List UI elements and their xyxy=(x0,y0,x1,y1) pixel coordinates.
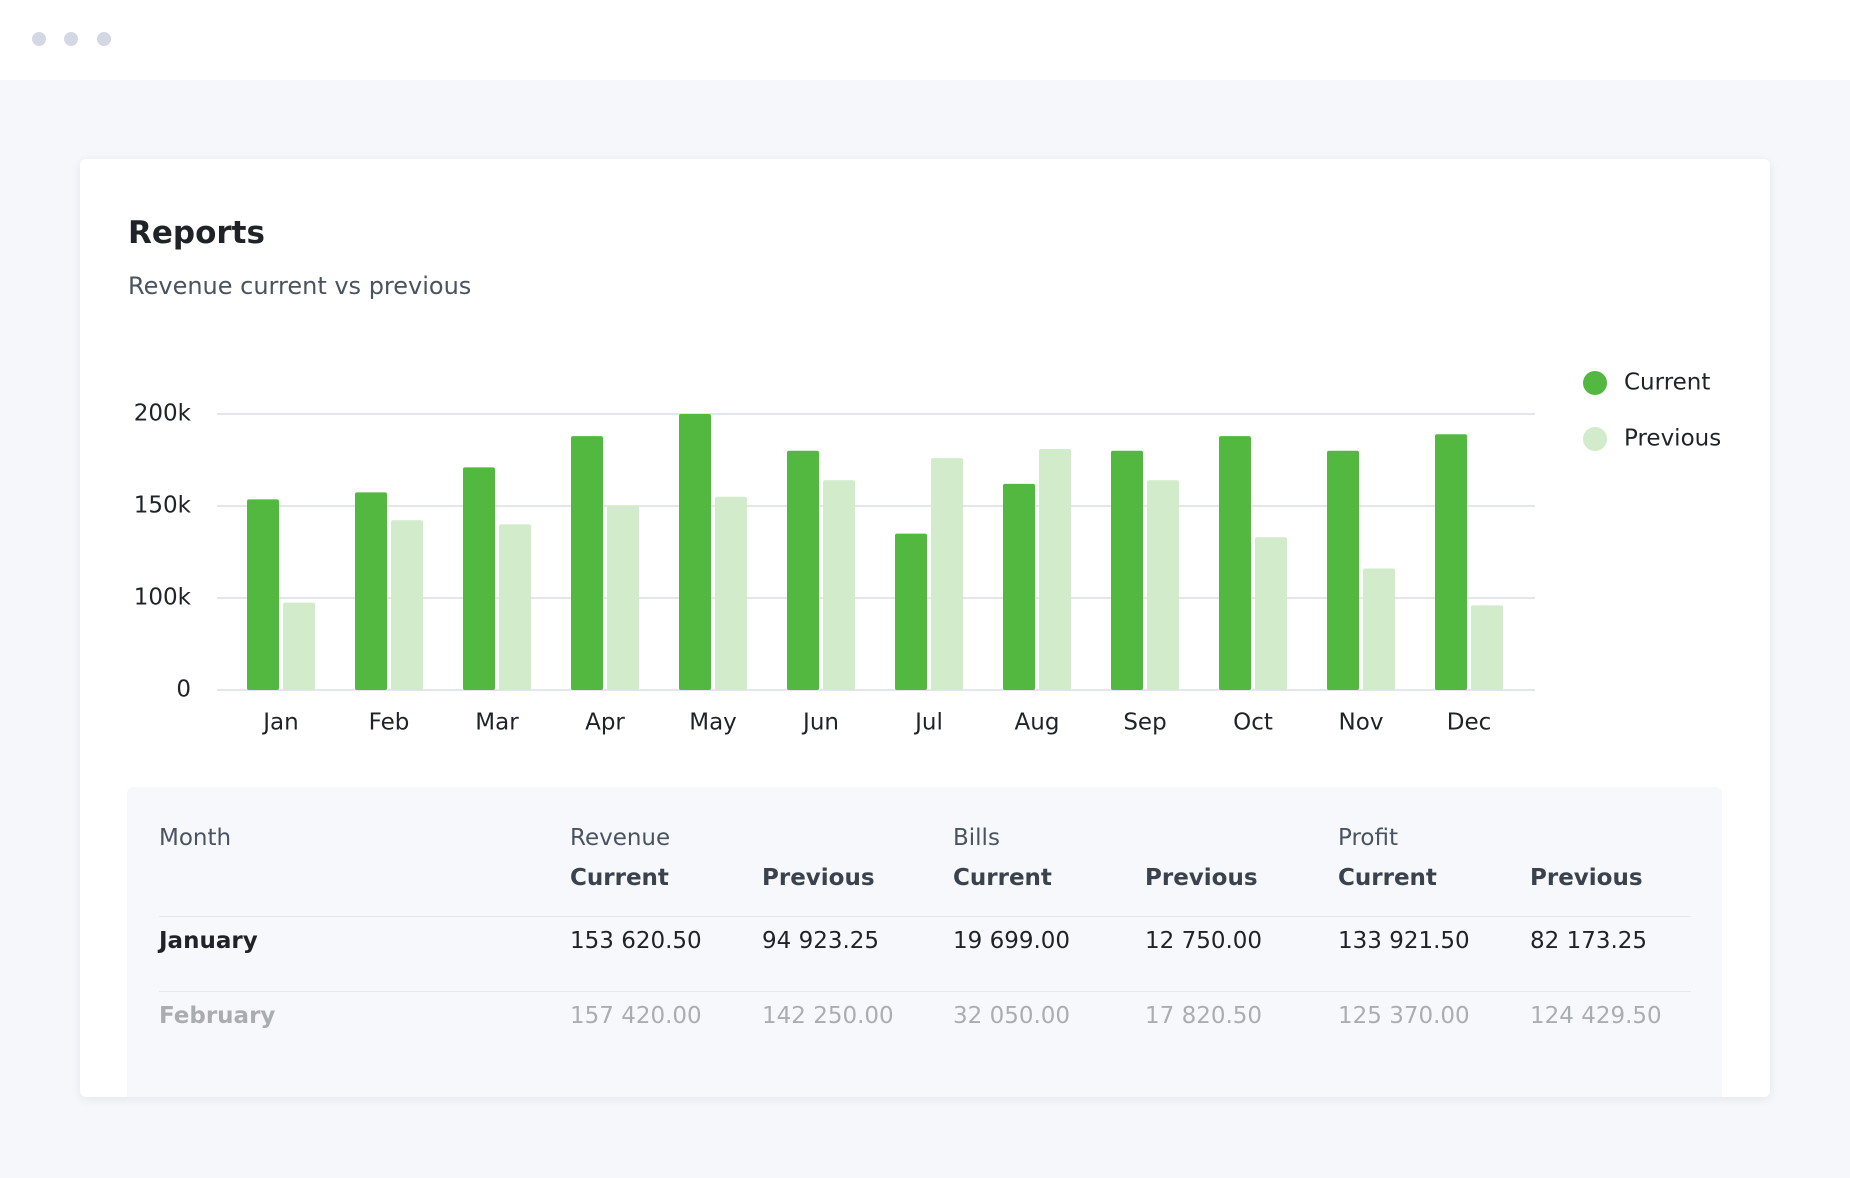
x-tick-label: Nov xyxy=(1339,710,1384,736)
legend-label: Previous xyxy=(1624,426,1721,452)
column-header: Previous xyxy=(1145,865,1258,891)
bar xyxy=(1255,537,1287,690)
bar xyxy=(895,533,927,690)
table-cell: 125 370.00 xyxy=(1338,1003,1470,1029)
table-cell: 17 820.50 xyxy=(1145,1003,1263,1029)
legend-marker xyxy=(1583,371,1607,395)
table-cell: 124 429.50 xyxy=(1530,1003,1662,1029)
table-cell: 12 750.00 xyxy=(1145,928,1263,954)
row-label: February xyxy=(159,1003,276,1029)
bar xyxy=(571,436,603,690)
bar xyxy=(715,496,747,690)
x-tick-label: Jan xyxy=(261,710,298,736)
x-tick-label: Feb xyxy=(369,710,410,736)
legend-marker xyxy=(1583,427,1607,451)
chart: 0 100k 150k 200k Jan Feb Mar Apr May Jun Jul Aug Sep… xyxy=(134,370,1721,736)
table-cell: 153 620.50 xyxy=(570,928,702,954)
bar xyxy=(1327,450,1359,690)
table-cell: 94 923.25 xyxy=(762,928,880,954)
window-dots xyxy=(32,32,111,46)
report-card: Reports Revenue current vs previous 0 100… xyxy=(80,159,1770,1097)
table-cell: 82 173.25 xyxy=(1530,928,1648,954)
report-table: Month Revenue Bills Profit Current Previous Cu… xyxy=(127,787,1722,1097)
x-tick-label: Dec xyxy=(1447,710,1492,736)
column-header: Previous xyxy=(1530,865,1643,891)
bar xyxy=(247,499,279,690)
bar xyxy=(1147,480,1179,690)
x-tick-label: Oct xyxy=(1233,710,1273,736)
group-header: Bills xyxy=(953,825,1000,851)
row-label: January xyxy=(159,928,258,954)
bar xyxy=(1363,568,1395,690)
y-tick-label: 0 xyxy=(176,677,191,703)
bar xyxy=(823,480,855,690)
group-header: Revenue xyxy=(570,825,671,851)
table-cell: 32 050.00 xyxy=(953,1003,1071,1029)
row-divider xyxy=(159,991,1691,992)
bar xyxy=(1003,483,1035,690)
x-tick-label: May xyxy=(689,710,737,736)
x-tick-label: Apr xyxy=(585,710,625,736)
bar xyxy=(679,414,711,690)
x-tick-label: Sep xyxy=(1123,710,1166,736)
group-header: Profit xyxy=(1338,825,1398,851)
x-tick-label: Mar xyxy=(475,710,519,736)
table-cell: 157 420.00 xyxy=(570,1003,702,1029)
bar xyxy=(1471,605,1503,690)
y-tick-label: 150k xyxy=(134,493,192,519)
y-tick-label: 200k xyxy=(134,401,192,427)
bar xyxy=(1219,436,1251,690)
group-header: Month xyxy=(159,825,232,851)
window-bar xyxy=(0,0,1850,80)
table-cell: 19 699.00 xyxy=(953,928,1071,954)
column-header: Current xyxy=(570,865,669,891)
bar xyxy=(283,602,315,690)
table-cell: 133 921.50 xyxy=(1338,928,1470,954)
bar xyxy=(1435,434,1467,690)
table-cell: 142 250.00 xyxy=(762,1003,894,1029)
bar xyxy=(931,458,963,690)
column-header: Previous xyxy=(762,865,875,891)
bar xyxy=(355,492,387,690)
legend-label: Current xyxy=(1624,370,1710,396)
bar xyxy=(1111,450,1143,690)
bar xyxy=(1039,448,1071,690)
bar xyxy=(499,524,531,690)
bar xyxy=(391,520,423,690)
bar xyxy=(463,467,495,690)
card-title: Reports xyxy=(128,215,265,251)
x-tick-label: Jun xyxy=(801,710,839,736)
column-header: Current xyxy=(953,865,1052,891)
x-tick-label: Jul xyxy=(913,710,943,736)
bar xyxy=(607,506,639,690)
row-divider xyxy=(159,916,1691,917)
x-tick-label: Aug xyxy=(1015,710,1060,736)
card-subtitle: Revenue current vs previous xyxy=(128,272,472,300)
column-header: Current xyxy=(1338,865,1437,891)
bar xyxy=(787,450,819,690)
y-tick-label: 100k xyxy=(134,585,192,611)
